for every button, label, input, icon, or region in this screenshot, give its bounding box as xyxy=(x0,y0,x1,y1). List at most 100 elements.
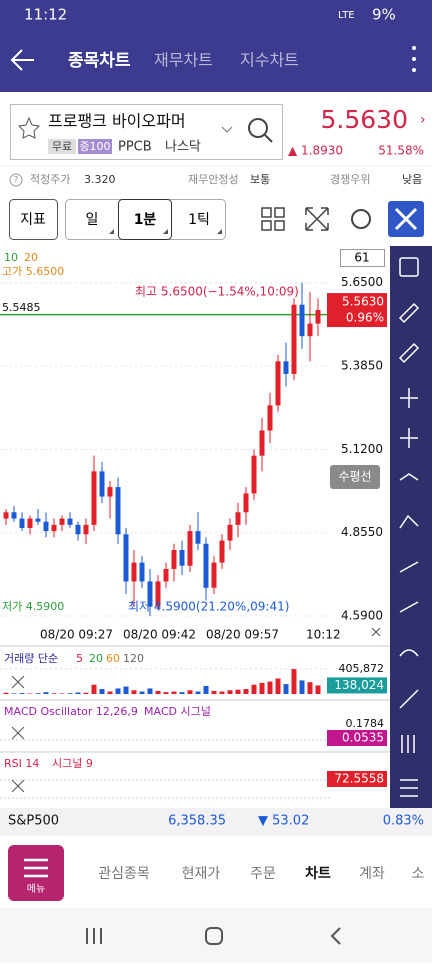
ref-price-label: 5.5485 xyxy=(2,301,41,314)
nav-tab[interactable]: 계좌 xyxy=(359,866,385,882)
volume-bar xyxy=(196,692,201,694)
volume-bar xyxy=(84,693,89,694)
volume-bar xyxy=(12,693,17,694)
change: ▲ 1.8930 xyxy=(288,144,343,158)
ticker: PPCB xyxy=(118,140,152,155)
volume-bar xyxy=(124,687,129,694)
y-tick-label: 4.5900 xyxy=(341,609,383,623)
index-value: 6,358.35 xyxy=(168,814,226,829)
last-change: 0.96% xyxy=(346,311,384,325)
system-nav xyxy=(0,908,432,963)
candle-body xyxy=(4,512,9,518)
rsi-last: 72.5558 xyxy=(334,772,384,786)
candle-body xyxy=(188,531,193,566)
candle-body xyxy=(316,310,321,324)
candle-body xyxy=(20,519,25,528)
volume-bar xyxy=(276,679,281,694)
macd-top: 0.1784 xyxy=(346,717,385,730)
info-label: 적정주가 xyxy=(30,173,70,186)
volume-bar xyxy=(108,692,113,694)
volume-bar xyxy=(164,692,169,694)
candle-body xyxy=(60,519,65,525)
candle-body xyxy=(36,519,41,522)
volume-bar xyxy=(252,685,257,694)
macd-signal: MACD 시그널 xyxy=(144,705,211,718)
volume-bar xyxy=(212,691,217,694)
side-toolbar xyxy=(390,246,432,810)
toolbar-label[interactable]: 1틱 xyxy=(188,212,210,228)
y-tick-label: 4.8550 xyxy=(341,525,383,539)
volume-tick-label: 405,872 xyxy=(339,662,385,675)
candle-body xyxy=(100,471,105,496)
volume-bar xyxy=(172,692,177,694)
volume-bar xyxy=(36,693,41,694)
volume-bar xyxy=(228,690,233,694)
candle-body xyxy=(124,534,129,581)
info-value: 보통 xyxy=(250,173,270,186)
candle-body xyxy=(132,563,137,582)
volume-bar xyxy=(180,692,185,694)
button-label: 수평선 xyxy=(338,470,371,484)
nav-tab[interactable]: 관심종목 xyxy=(98,866,150,882)
nav-tab[interactable]: 주문 xyxy=(250,866,276,882)
volume-bar xyxy=(4,693,9,694)
candle-body xyxy=(212,563,217,588)
toolbar-label[interactable]: 일 xyxy=(86,212,99,228)
chart-area xyxy=(0,246,390,810)
candle-body xyxy=(52,525,57,531)
stock-name: 프로팽크 바이오파머 xyxy=(48,112,186,131)
y-tick-label: 5.1200 xyxy=(341,442,383,456)
clock: 11:12 xyxy=(24,6,67,24)
candle-body xyxy=(140,563,145,582)
volume-bar xyxy=(268,682,273,694)
volume-bar xyxy=(20,693,25,694)
change-pct: 51.58% xyxy=(378,144,424,158)
candle-body xyxy=(276,361,281,405)
candle-body xyxy=(116,487,121,534)
volume-bar xyxy=(284,684,289,694)
info-value: 3.320 xyxy=(84,173,116,186)
candle-body xyxy=(84,525,89,534)
nav-tab[interactable]: 차트 xyxy=(305,866,331,882)
tab[interactable]: 지수차트 xyxy=(240,51,299,70)
min-note: 최저 4.5900(21.20%,09:41) xyxy=(128,600,289,614)
info-label: 경쟁우위 xyxy=(330,173,370,186)
candle-body xyxy=(244,493,249,512)
volume-bar xyxy=(292,669,297,694)
volume-ma: 5 xyxy=(76,652,83,665)
candle-body xyxy=(228,525,233,541)
tab[interactable]: 재무차트 xyxy=(154,51,213,70)
volume-bar xyxy=(308,682,313,694)
candle-body xyxy=(172,550,177,569)
time-label: 10:12 xyxy=(306,628,341,642)
index-pct: 0.83% xyxy=(383,814,424,829)
last-price: 5.5630 xyxy=(342,295,384,309)
time-label: 08/20 09:42 xyxy=(123,628,196,642)
tab[interactable]: 종목차트 xyxy=(68,51,131,71)
volume-bar xyxy=(68,693,73,694)
nav-tab[interactable]: 소 xyxy=(412,866,425,882)
candle-body xyxy=(12,512,17,518)
y-tick-label: 5.3850 xyxy=(341,359,383,373)
volume-bar xyxy=(100,689,105,694)
candle-body xyxy=(308,324,313,337)
help-mark: ? xyxy=(14,176,19,186)
volume-bar xyxy=(116,688,121,694)
candle-body xyxy=(284,361,289,374)
volume-bar xyxy=(260,683,265,694)
volume-bar xyxy=(148,688,153,694)
volume-title: 거래량 단순 xyxy=(4,652,58,665)
candle-body xyxy=(196,531,201,544)
nav-tab[interactable]: 현재가 xyxy=(182,866,221,882)
high-label: 고가 5.6500 xyxy=(2,265,64,278)
max-note: 최고 5.6500(−1.54%,10:09) xyxy=(135,285,299,299)
toolbar-label: 지표 xyxy=(20,212,46,228)
toolbar-label[interactable]: 1분 xyxy=(134,212,157,228)
info-label: 재무안정성 xyxy=(188,173,239,186)
candle-body xyxy=(204,544,209,588)
volume-bar xyxy=(204,686,209,694)
volume-ma: 60 xyxy=(106,652,120,665)
volume-bar xyxy=(244,689,249,694)
ma-label: 20 xyxy=(24,251,38,264)
